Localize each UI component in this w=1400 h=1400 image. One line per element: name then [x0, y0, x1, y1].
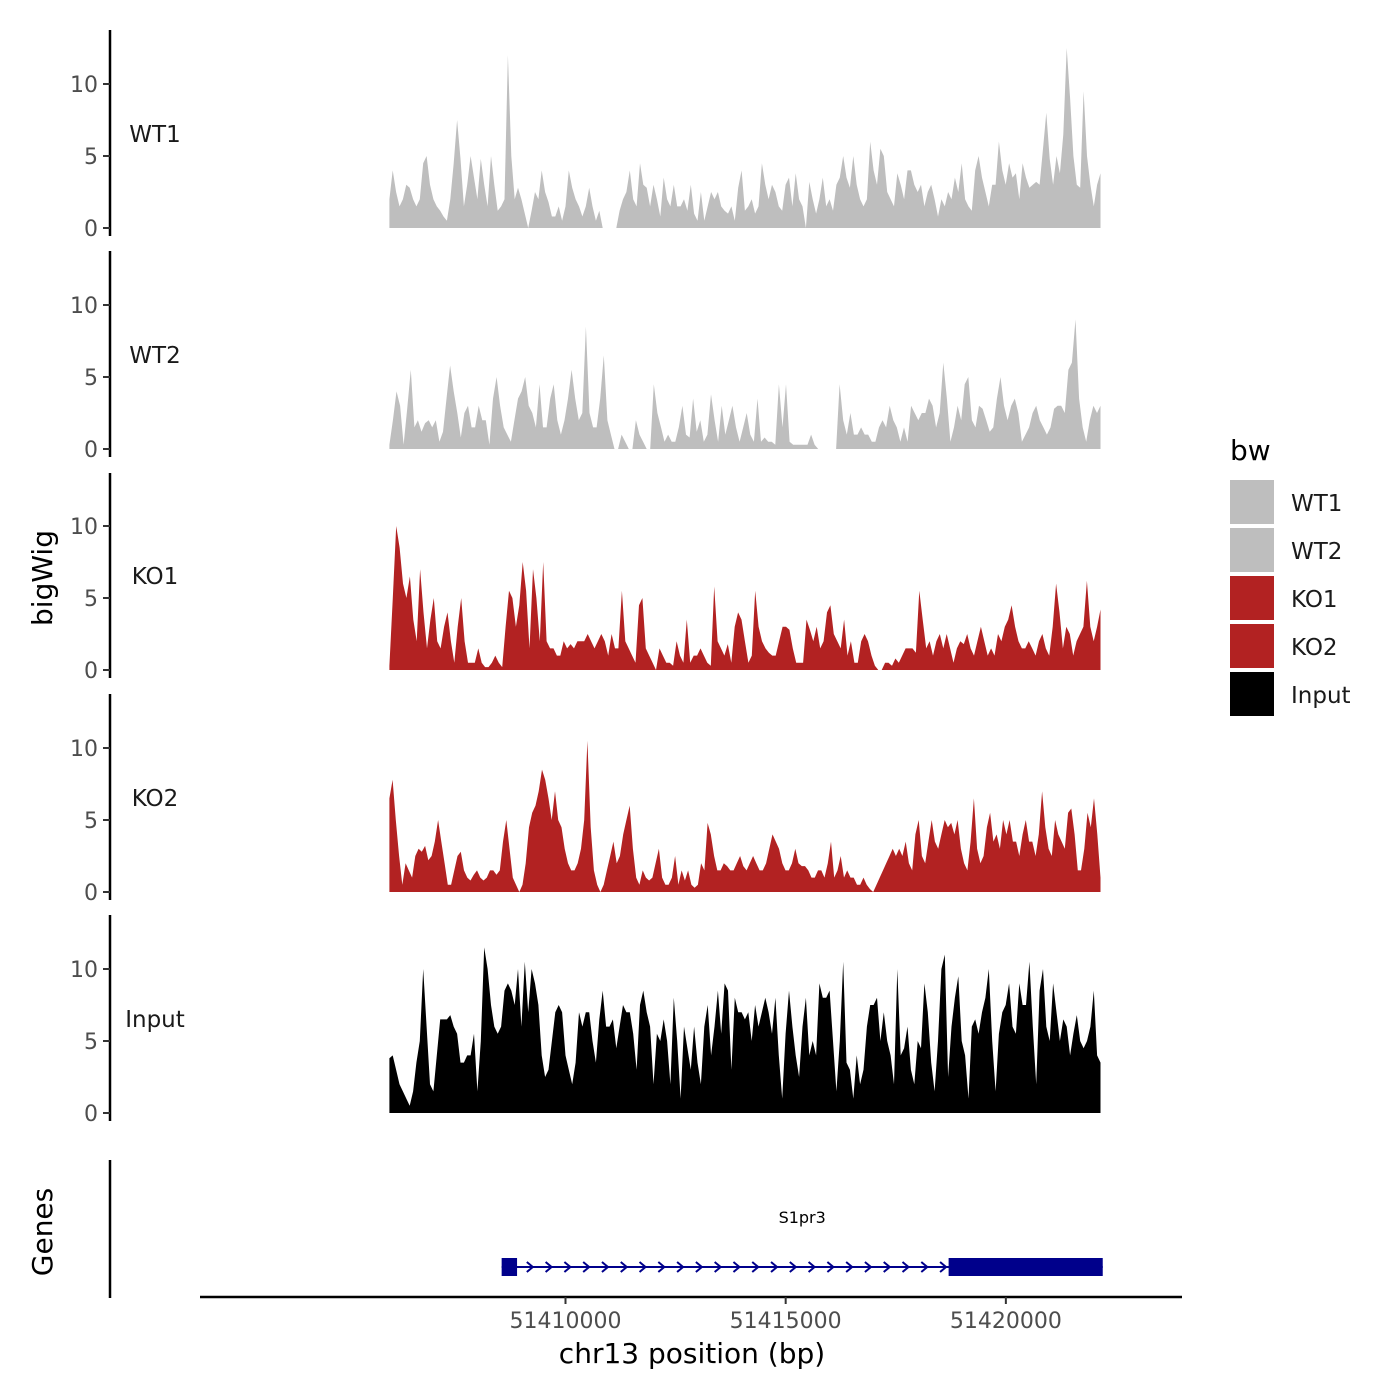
strand-arrow — [544, 1261, 554, 1273]
strand-arrow — [770, 1261, 779, 1273]
strand-arrow — [526, 1261, 535, 1273]
legend-label: Input — [1291, 683, 1351, 709]
y-tick-label: 0 — [84, 438, 98, 463]
series-area-input — [389, 947, 1101, 1113]
strand-arrow — [620, 1261, 629, 1273]
y-tick-label: 0 — [84, 217, 98, 242]
gene-exon — [501, 1258, 518, 1276]
genes-axis-title: Genes — [26, 1188, 59, 1276]
track-label: WT2 — [129, 343, 180, 369]
track-label: WT1 — [129, 122, 180, 148]
track-label: KO2 — [132, 786, 179, 812]
series-area-wt1 — [389, 48, 1101, 228]
y-tick-label: 10 — [70, 73, 98, 98]
x-axis-title: chr13 position (bp) — [559, 1337, 825, 1370]
y-tick-label: 10 — [70, 515, 98, 540]
strand-arrow — [695, 1261, 704, 1273]
track-label: KO1 — [132, 564, 179, 590]
strand-arrow — [582, 1261, 591, 1273]
y-tick-label: 0 — [84, 881, 98, 906]
strand-arrow — [789, 1261, 798, 1273]
strand-arrow — [732, 1261, 742, 1273]
y-tick-label: 5 — [84, 587, 98, 612]
y-axis-title: bigWig — [26, 530, 59, 626]
legend-label: KO2 — [1291, 635, 1338, 661]
track-wt2: 0 5 10 WT2 — [70, 251, 1101, 463]
series-area-ko2 — [389, 740, 1101, 892]
strand-arrow — [939, 1261, 948, 1273]
gene-exon — [948, 1258, 1103, 1276]
strand-arrow — [883, 1261, 892, 1273]
y-tick-label: 5 — [84, 1030, 98, 1055]
track-label: Input — [125, 1007, 185, 1033]
x-axis: 51410000 51415000 51420000 — [200, 1295, 1182, 1334]
strand-arrow — [676, 1261, 685, 1273]
strand-arrow — [638, 1261, 648, 1273]
track-ko2: 0 5 10 KO2 — [70, 694, 1101, 906]
legend-label: KO1 — [1291, 587, 1338, 613]
y-tick-label: 5 — [84, 366, 98, 391]
series-area-wt2 — [389, 319, 1101, 449]
y-tick-label: 10 — [70, 737, 98, 762]
x-tick-label: 51410000 — [510, 1309, 622, 1334]
track-ko1: 0 5 10 KO1 — [70, 473, 1101, 684]
legend-key-ko1 — [1230, 576, 1274, 620]
series-area-ko1 — [389, 526, 1101, 670]
strand-arrow — [807, 1261, 817, 1273]
x-tick-label: 51420000 — [950, 1309, 1062, 1334]
y-tick-label: 5 — [84, 145, 98, 170]
strand-arrow — [864, 1261, 873, 1273]
strand-arrow — [601, 1261, 610, 1273]
legend-key-ko2 — [1230, 624, 1274, 668]
gene-label: S1pr3 — [779, 1208, 826, 1227]
strand-arrow — [751, 1261, 760, 1273]
y-tick-label: 0 — [84, 659, 98, 684]
y-tick-label: 0 — [84, 1102, 98, 1127]
y-tick-label: 10 — [70, 294, 98, 319]
track-input: 0 5 10 Input — [70, 915, 1101, 1127]
strand-arrow — [657, 1261, 666, 1273]
strand-arrow — [845, 1261, 854, 1273]
legend-label: WT2 — [1291, 539, 1342, 565]
y-tick-label: 10 — [70, 958, 98, 983]
strand-arrow — [901, 1261, 911, 1273]
genes-panel: S1pr3 — [108, 1160, 1103, 1298]
strand-arrow — [826, 1261, 835, 1273]
y-tick-label: 5 — [84, 809, 98, 834]
legend-title: bw — [1230, 434, 1271, 467]
legend: bw WT1 WT2 KO1 KO2 Input — [1230, 434, 1351, 716]
legend-key-wt1 — [1230, 480, 1274, 524]
strand-arrow — [920, 1261, 929, 1273]
x-tick-label: 51415000 — [730, 1309, 842, 1334]
strand-arrow — [714, 1261, 723, 1273]
legend-label: WT1 — [1291, 491, 1342, 517]
strand-arrow — [563, 1261, 572, 1273]
track-wt1: 0 5 10 WT1 — [70, 30, 1101, 242]
legend-key-input — [1230, 672, 1274, 716]
legend-key-wt2 — [1230, 528, 1274, 572]
plot-panels: 0 5 10 WT1 0 5 10 WT2 0 5 10 KO1 0 5 10 KO2 0 5 10 Input — [70, 30, 1101, 1127]
